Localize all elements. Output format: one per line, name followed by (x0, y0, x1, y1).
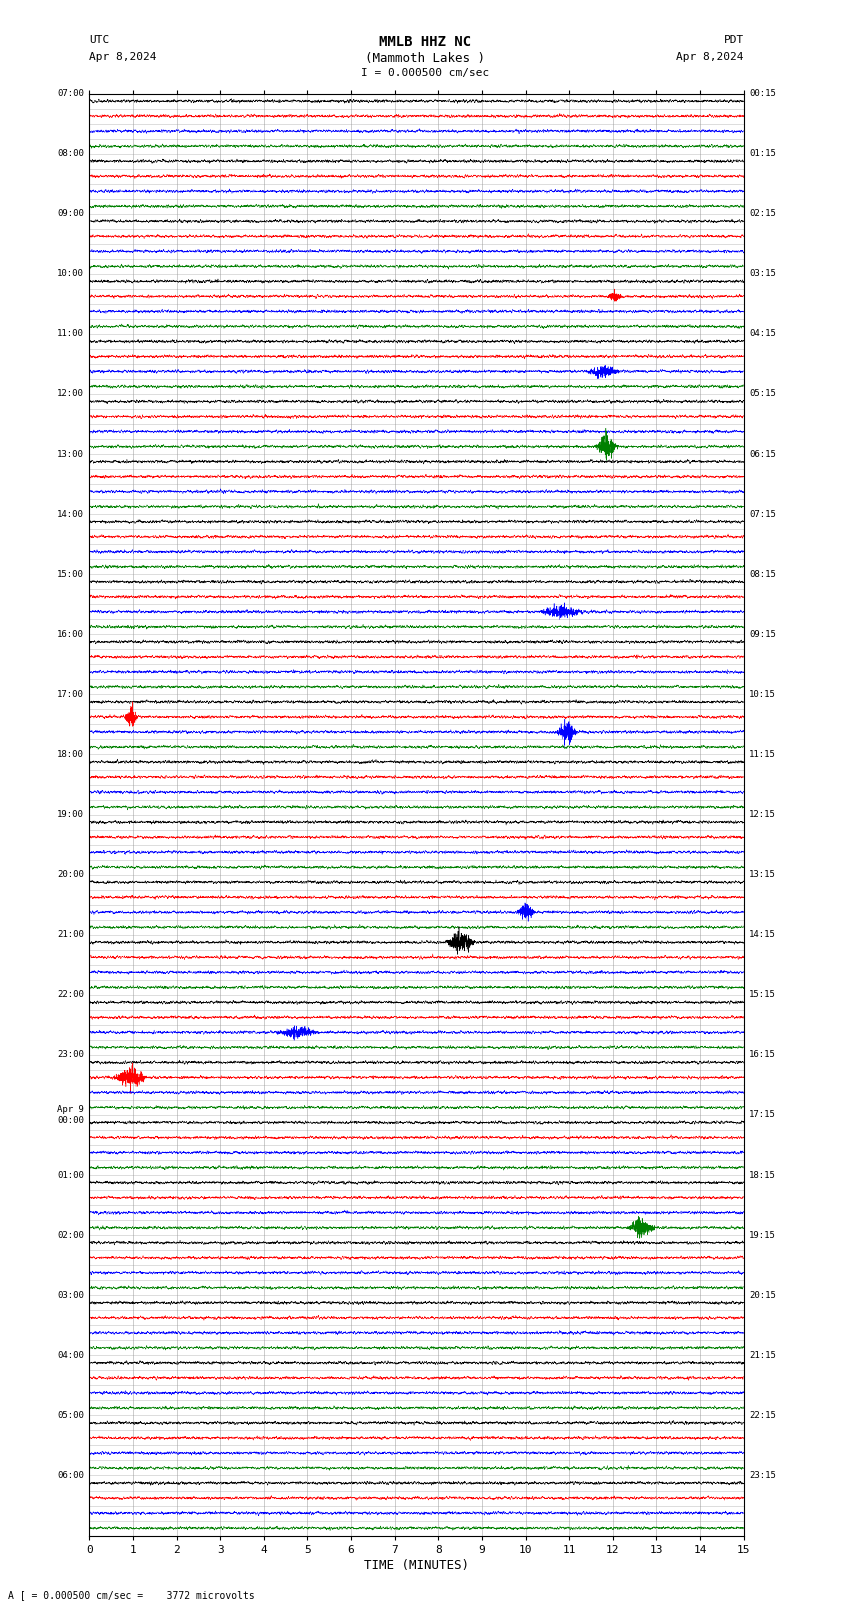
Text: 23:15: 23:15 (749, 1471, 776, 1481)
Text: Apr 9
00:00: Apr 9 00:00 (57, 1105, 84, 1124)
Text: 08:15: 08:15 (749, 569, 776, 579)
Text: Apr 8,2024: Apr 8,2024 (677, 52, 744, 61)
Text: 19:00: 19:00 (57, 810, 84, 819)
Text: 08:00: 08:00 (57, 148, 84, 158)
Text: 16:15: 16:15 (749, 1050, 776, 1060)
Text: 02:00: 02:00 (57, 1231, 84, 1240)
Text: 01:00: 01:00 (57, 1171, 84, 1179)
Text: 00:15: 00:15 (749, 89, 776, 98)
Text: 17:00: 17:00 (57, 690, 84, 698)
Text: UTC: UTC (89, 35, 110, 45)
Text: 05:00: 05:00 (57, 1411, 84, 1419)
Text: 15:15: 15:15 (749, 990, 776, 1000)
Text: 20:00: 20:00 (57, 869, 84, 879)
Text: 06:00: 06:00 (57, 1471, 84, 1481)
Text: 13:15: 13:15 (749, 869, 776, 879)
Text: 23:00: 23:00 (57, 1050, 84, 1060)
Text: 20:15: 20:15 (749, 1290, 776, 1300)
Text: 09:00: 09:00 (57, 210, 84, 218)
Text: 11:00: 11:00 (57, 329, 84, 339)
Text: 15:00: 15:00 (57, 569, 84, 579)
Text: MMLB HHZ NC: MMLB HHZ NC (379, 35, 471, 50)
Text: 01:15: 01:15 (749, 148, 776, 158)
Text: 03:15: 03:15 (749, 269, 776, 279)
Text: 12:00: 12:00 (57, 389, 84, 398)
Text: 07:00: 07:00 (57, 89, 84, 98)
Text: 13:00: 13:00 (57, 450, 84, 458)
Text: 03:00: 03:00 (57, 1290, 84, 1300)
Text: 07:15: 07:15 (749, 510, 776, 519)
Text: 04:00: 04:00 (57, 1350, 84, 1360)
Text: 14:00: 14:00 (57, 510, 84, 519)
Text: 19:15: 19:15 (749, 1231, 776, 1240)
Text: A [ = 0.000500 cm/sec =    3772 microvolts: A [ = 0.000500 cm/sec = 3772 microvolts (8, 1590, 255, 1600)
Text: 18:15: 18:15 (749, 1171, 776, 1179)
Text: 18:00: 18:00 (57, 750, 84, 760)
Text: 14:15: 14:15 (749, 931, 776, 939)
Text: 06:15: 06:15 (749, 450, 776, 458)
X-axis label: TIME (MINUTES): TIME (MINUTES) (364, 1558, 469, 1571)
Text: 11:15: 11:15 (749, 750, 776, 760)
Text: I = 0.000500 cm/sec: I = 0.000500 cm/sec (361, 68, 489, 77)
Text: 17:15: 17:15 (749, 1110, 776, 1119)
Text: 02:15: 02:15 (749, 210, 776, 218)
Text: 10:00: 10:00 (57, 269, 84, 279)
Text: 22:00: 22:00 (57, 990, 84, 1000)
Text: 16:00: 16:00 (57, 629, 84, 639)
Text: 12:15: 12:15 (749, 810, 776, 819)
Text: 22:15: 22:15 (749, 1411, 776, 1419)
Text: 04:15: 04:15 (749, 329, 776, 339)
Text: Apr 8,2024: Apr 8,2024 (89, 52, 156, 61)
Text: 10:15: 10:15 (749, 690, 776, 698)
Text: 21:00: 21:00 (57, 931, 84, 939)
Text: (Mammoth Lakes ): (Mammoth Lakes ) (365, 52, 485, 65)
Text: 21:15: 21:15 (749, 1350, 776, 1360)
Text: PDT: PDT (723, 35, 744, 45)
Text: 09:15: 09:15 (749, 629, 776, 639)
Text: 05:15: 05:15 (749, 389, 776, 398)
